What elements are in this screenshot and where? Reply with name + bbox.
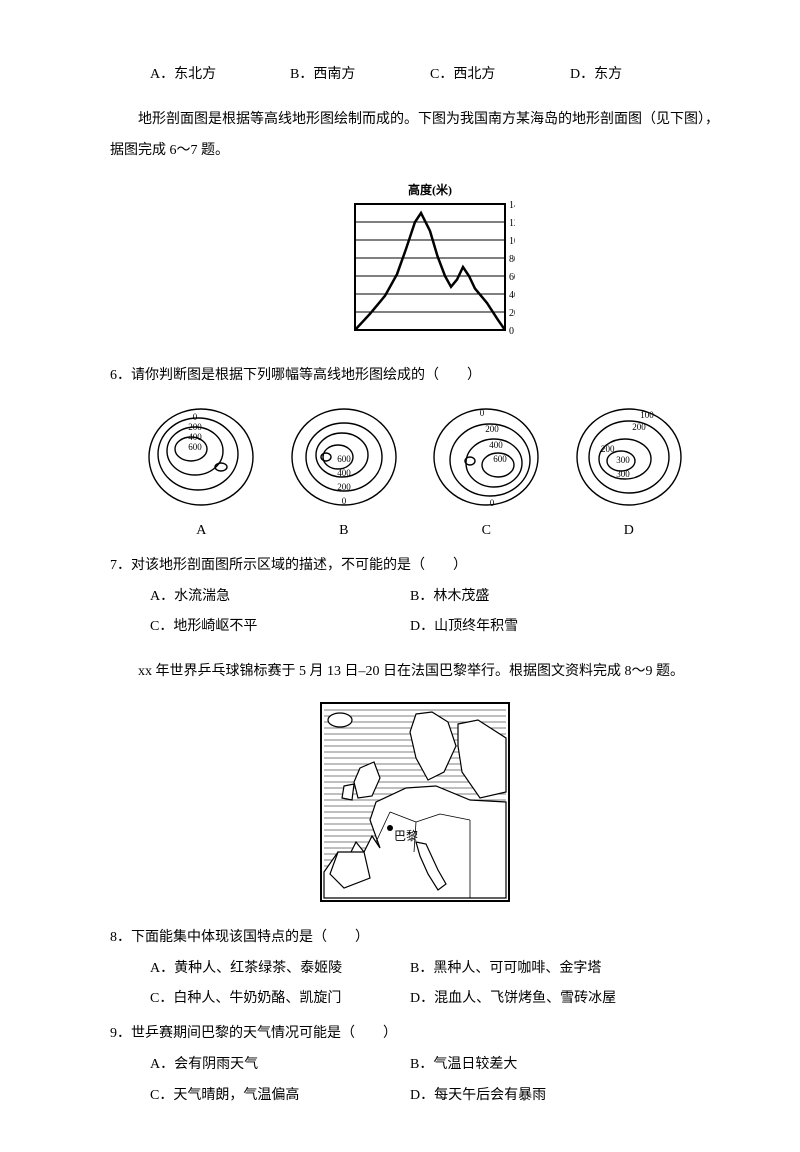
svg-text:600: 600 [509, 272, 515, 283]
svg-text:200: 200 [189, 422, 203, 432]
svg-text:800: 800 [509, 254, 515, 265]
svg-text:巴黎: 巴黎 [394, 829, 418, 843]
q6-stem: 6．请你判断图是根据下列哪幅等高线地形图绘成的（ ） [110, 361, 720, 392]
contour-map-c: 02004006000 [426, 402, 546, 512]
svg-text:200: 200 [337, 482, 351, 492]
svg-text:0: 0 [490, 498, 495, 508]
svg-text:200: 200 [632, 422, 646, 432]
contour-labels: A B C D [130, 516, 700, 547]
q8-opt-a: A．黄种人、红茶绿茶、泰姬陵 [150, 954, 410, 985]
svg-text:0: 0 [342, 496, 347, 506]
q8-opt-d: D．混血人、飞饼烤鱼、雪砖冰屋 [410, 984, 670, 1015]
svg-text:600: 600 [494, 454, 508, 464]
q5-opt-d: D．东方 [570, 60, 710, 91]
q8-opt-c: C．白种人、牛奶奶酪、凯旋门 [150, 984, 410, 1015]
q5-opt-c: C．西北方 [430, 60, 570, 91]
contour-map-d: 100200200300300 [569, 402, 689, 512]
q9-opt-c: C．天气晴朗，气温偏高 [150, 1081, 410, 1112]
q5-opt-b: B．西南方 [290, 60, 430, 91]
q8-opt-b: B．黑种人、可可咖啡、金字塔 [410, 954, 670, 985]
svg-text:高度(米): 高度(米) [408, 182, 452, 197]
contour-label-a: A [141, 516, 261, 547]
svg-text:400: 400 [509, 290, 515, 301]
svg-text:1400: 1400 [509, 200, 515, 211]
q7-opt-d: D．山顶终年积雪 [410, 612, 670, 643]
q9-opt-d: D．每天午后会有暴雨 [410, 1081, 670, 1112]
q7-opt-b: B．林木茂盛 [410, 582, 670, 613]
europe-map-svg: 巴黎 [320, 702, 510, 902]
q9-stem: 9．世乒赛期间巴黎的天气情况可能是（ ） [110, 1019, 720, 1050]
svg-text:200: 200 [509, 308, 515, 319]
europe-map-figure: 巴黎 [110, 702, 720, 915]
contour-label-c: C [426, 516, 546, 547]
svg-text:300: 300 [616, 455, 630, 465]
svg-text:0: 0 [480, 408, 485, 418]
svg-text:400: 400 [337, 468, 351, 478]
q7-stem: 7．对该地形剖面图所示区域的描述，不可能的是（ ） [110, 551, 720, 582]
svg-text:400: 400 [189, 432, 203, 442]
contour-label-d: D [569, 516, 689, 547]
svg-text:100: 100 [640, 410, 654, 420]
contour-row: 0200400600 0200400600 02004006000 100200… [130, 402, 700, 512]
svg-text:300: 300 [616, 469, 630, 479]
q8-stem: 8．下面能集中体现该国特点的是（ ） [110, 923, 720, 954]
svg-text:600: 600 [189, 442, 203, 452]
svg-text:600: 600 [337, 454, 351, 464]
contour-map-b: 0 200 400 600 [284, 402, 404, 512]
profile-chart-figure: 高度(米) 0 200 400 600 800 1000 1200 1400 [110, 180, 720, 353]
intro-6-7: 地形剖面图是根据等高线地形图绘制而成的。下图为我国南方某海岛的地形剖面图（见下图… [110, 105, 720, 167]
svg-text:400: 400 [490, 440, 504, 450]
contour-label-b: B [284, 516, 404, 547]
svg-text:0: 0 [193, 412, 198, 422]
svg-text:200: 200 [486, 424, 500, 434]
svg-text:1000: 1000 [509, 236, 515, 247]
q9-opt-b: B．气温日较差大 [410, 1050, 670, 1081]
q5-opt-a: A．东北方 [150, 60, 290, 91]
profile-chart-svg: 高度(米) 0 200 400 600 800 1000 1200 1400 [315, 180, 515, 340]
q7-opt-a: A．水流湍急 [150, 582, 410, 613]
q9-opt-a: A．会有阴雨天气 [150, 1050, 410, 1081]
svg-text:200: 200 [601, 444, 615, 454]
q5-options: A．东北方 B．西南方 C．西北方 D．东方 [150, 60, 720, 91]
contour-map-a: 0200400600 [141, 402, 261, 512]
q7-opt-c: C．地形崎岖不平 [150, 612, 410, 643]
svg-text:1200: 1200 [509, 218, 515, 229]
intro-8-9: xx 年世界乒乓球锦标赛于 5 月 13 日–20 日在法国巴黎举行。根据图文资… [110, 657, 720, 688]
svg-text:0: 0 [509, 326, 514, 337]
